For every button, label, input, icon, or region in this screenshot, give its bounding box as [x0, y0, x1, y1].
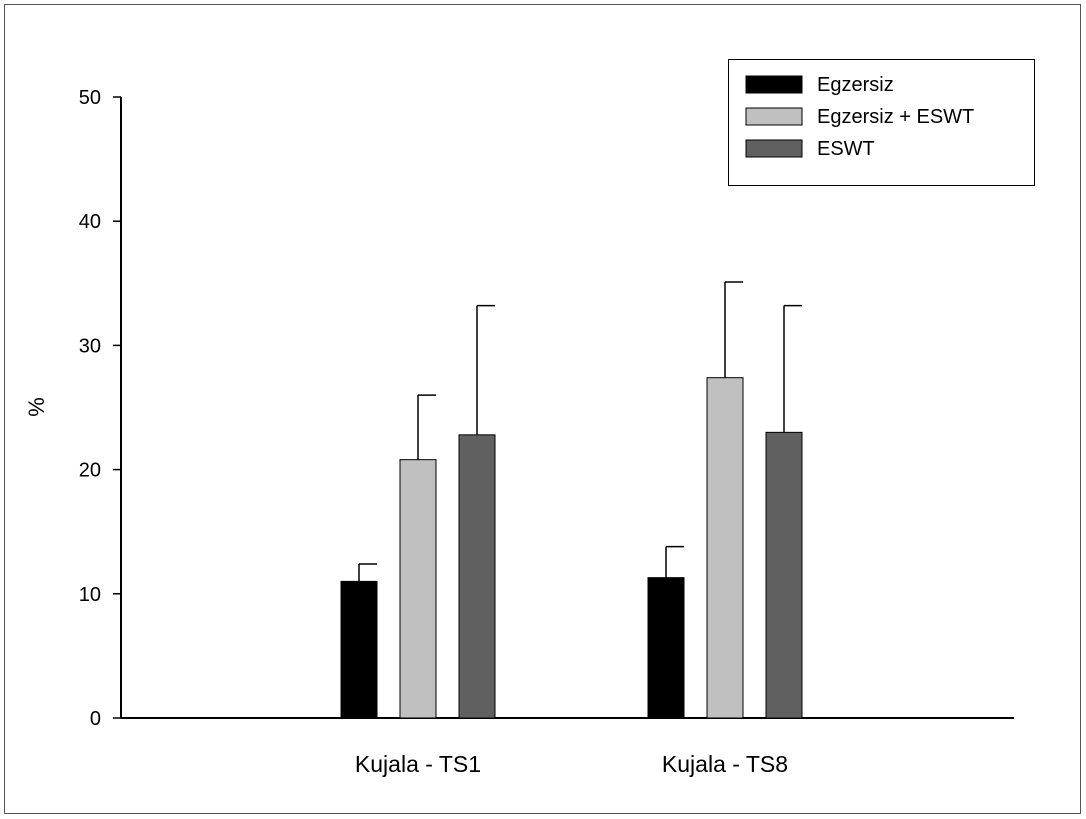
y-tick-label: 20 — [79, 460, 101, 482]
legend-label: Egzersiz + ESWT — [817, 106, 974, 128]
x-tick-labels: Kujala - TS1 Kujala - TS8 — [355, 751, 788, 777]
bar — [765, 431, 803, 719]
y-tick-label: 50 — [79, 87, 101, 109]
bar — [706, 377, 744, 719]
y-tick-label: 10 — [79, 584, 101, 606]
bar — [458, 434, 496, 719]
y-axis: 0 10 20 30 40 50 — [79, 87, 122, 730]
legend-swatch — [745, 75, 803, 94]
legend-label: ESWT — [817, 138, 875, 160]
bar — [399, 459, 437, 719]
y-axis-label: % — [24, 397, 49, 417]
legend-swatch — [745, 139, 803, 158]
bar — [340, 580, 378, 719]
y-tick-label: 30 — [79, 335, 101, 357]
legend: Egzersiz Egzersiz + ESWT ESWT — [728, 59, 1035, 186]
y-tick-label: 0 — [90, 708, 101, 730]
legend-label: Egzersiz — [817, 74, 894, 96]
x-tick-label: Kujala - TS8 — [662, 751, 788, 777]
y-tick-label: 40 — [79, 211, 101, 233]
x-tick-label: Kujala - TS1 — [355, 751, 481, 777]
legend-swatch — [745, 107, 803, 126]
bar — [647, 577, 685, 719]
error-bar-group — [358, 281, 802, 582]
bar-series-group — [340, 377, 803, 719]
